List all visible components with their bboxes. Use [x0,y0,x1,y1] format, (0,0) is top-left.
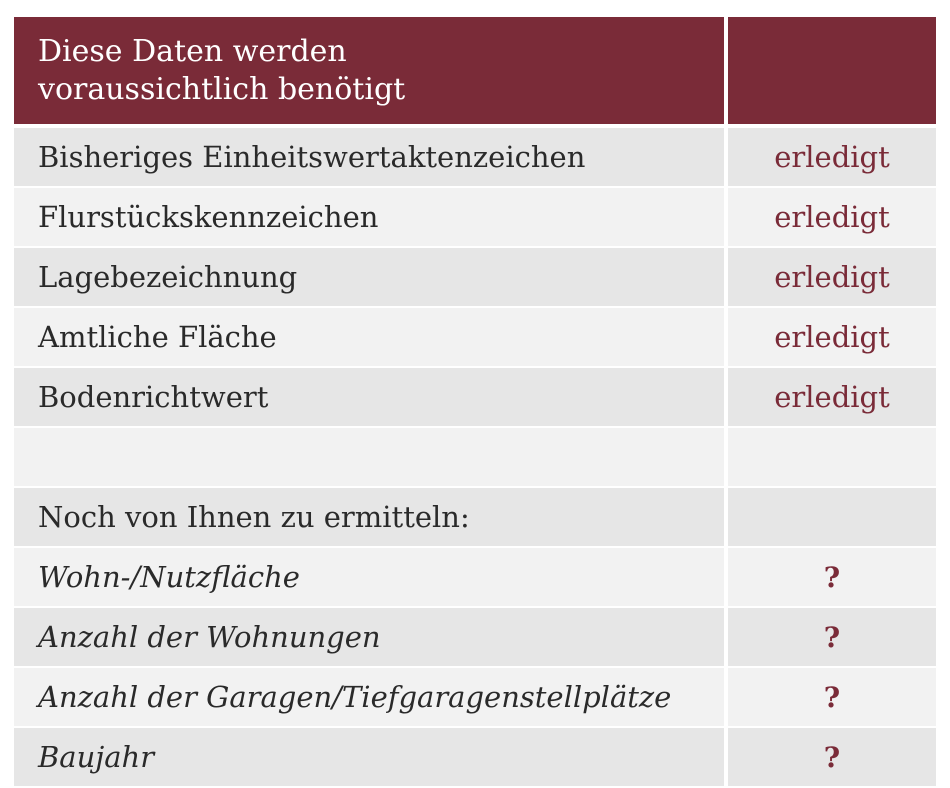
table-row: Anzahl der Garagen/Tiefgaragenstellplätz… [14,668,936,726]
column-divider [724,128,728,186]
status-badge: ? [728,668,936,726]
status-badge: erledigt [728,308,936,366]
column-divider [724,548,728,606]
column-divider [724,368,728,426]
data-checklist-table: Diese Daten werden voraussichtlich benöt… [14,17,936,788]
table-row: Wohn-/Nutzfläche ? [14,548,936,606]
empty-cell [728,428,936,486]
row-label: Bisheriges Einheitswertaktenzeichen [14,128,724,186]
status-badge: ? [728,728,936,786]
row-label: Anzahl der Garagen/Tiefgaragenstellplätz… [14,668,724,726]
row-label: Baujahr [14,728,724,786]
table-row: Baujahr ? [14,728,936,786]
empty-cell [728,488,936,546]
header-title-line2: voraussichtlich benötigt [38,71,406,107]
row-label: Anzahl der Wohnungen [14,608,724,666]
table-row: Lagebezeichnung erledigt [14,248,936,306]
column-divider [724,248,728,306]
row-label: Lagebezeichnung [14,248,724,306]
empty-cell [14,428,724,486]
status-badge: erledigt [728,368,936,426]
section-title: Noch von Ihnen zu ermitteln: [14,488,724,546]
column-divider [724,608,728,666]
table-row: Bisheriges Einheitswertaktenzeichen erle… [14,128,936,186]
status-badge: erledigt [728,128,936,186]
table-row: Anzahl der Wohnungen ? [14,608,936,666]
status-badge: erledigt [728,188,936,246]
column-divider [724,188,728,246]
table-row: Amtliche Fläche erledigt [14,308,936,366]
column-divider [724,488,728,546]
table-row: Bodenrichtwert erledigt [14,368,936,426]
column-divider [724,17,728,124]
table-row: Flurstückskennzeichen erledigt [14,188,936,246]
row-label: Flurstückskennzeichen [14,188,724,246]
table-header: Diese Daten werden voraussichtlich benöt… [14,17,936,124]
row-label: Wohn-/Nutzfläche [14,548,724,606]
status-badge: ? [728,548,936,606]
column-divider [724,308,728,366]
spacer-row [14,428,936,486]
column-divider [724,668,728,726]
header-title-line1: Diese Daten werden [38,33,347,69]
status-badge: ? [728,608,936,666]
row-label: Amtliche Fläche [14,308,724,366]
row-label: Bodenrichtwert [14,368,724,426]
section-title-row: Noch von Ihnen zu ermitteln: [14,488,936,546]
header-title: Diese Daten werden voraussichtlich benöt… [14,17,724,124]
column-divider [724,728,728,786]
column-divider [724,428,728,486]
header-status-cell [728,17,936,124]
status-badge: erledigt [728,248,936,306]
